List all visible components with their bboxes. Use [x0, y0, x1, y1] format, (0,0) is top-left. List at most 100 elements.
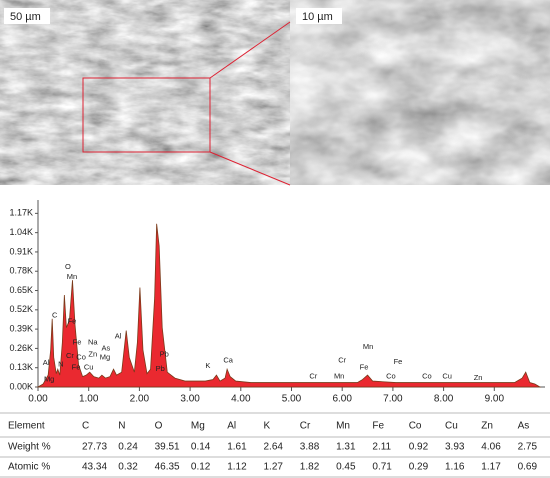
x-tick-label: 7.00: [383, 394, 403, 405]
x-tick-label: 6.00: [332, 394, 352, 405]
table-header: Fe: [372, 421, 384, 432]
peak-label: Fe: [360, 363, 369, 372]
y-tick-label: 0.91K: [9, 246, 33, 256]
peak-label: Pb: [156, 364, 165, 373]
x-tick-label: 4.00: [231, 394, 251, 405]
table-header: N: [118, 421, 125, 432]
table-cell: 46.35: [155, 462, 180, 473]
table-cell: 0.69: [518, 462, 538, 473]
x-tick-label: 3.00: [180, 394, 200, 405]
table-cell: 0.92: [409, 442, 429, 453]
peak-label: Cr: [338, 355, 346, 364]
table-cell: 0.14: [191, 442, 211, 453]
table-header: O: [155, 421, 163, 432]
table-cell: 0.71: [372, 462, 392, 473]
row-label: Weight %: [8, 442, 51, 453]
peak-label: Mn: [363, 342, 373, 351]
table-header: As: [518, 421, 530, 432]
table-cell: 3.88: [300, 442, 320, 453]
peak-label: Pb: [160, 349, 169, 358]
peak-label: Mn: [334, 372, 344, 381]
sem-image-low: [0, 0, 290, 185]
spectrum-chart: 0.00K 0.13K 0.26K 0.39K 0.52K 0.65K 0.78K 0.91K…: [9, 200, 545, 405]
table-cell: 2.64: [264, 442, 284, 453]
peak-label: Cu: [84, 363, 94, 372]
table-cell: 0.12: [191, 462, 211, 473]
table-header: Element: [8, 421, 45, 432]
sem-images: 50 µm 10 µm: [0, 0, 550, 186]
table-cell: 0.24: [118, 442, 138, 453]
y-tick-label: 0.39K: [9, 323, 33, 333]
table-cell: 0.45: [336, 462, 356, 473]
table-cell: 1.82: [300, 462, 320, 473]
x-tick-label: 1.00: [79, 394, 99, 405]
peak-label: As: [102, 343, 111, 352]
y-tick-label: 0.00K: [9, 381, 33, 391]
table-cell: 43.34: [82, 462, 107, 473]
y-tick-label: 0.78K: [9, 266, 33, 276]
peak-label: Cr: [66, 351, 74, 360]
zoom-box: [82, 77, 211, 153]
table-header: Mn: [336, 421, 350, 432]
y-tick-label: 0.26K: [9, 343, 33, 353]
peak-label: Zn: [474, 373, 483, 382]
peak-label: Co: [76, 352, 86, 361]
table-header: Co: [409, 421, 422, 432]
table-header: C: [82, 421, 89, 432]
scale-box: [4, 8, 50, 24]
peak-label: Al: [115, 332, 122, 341]
y-tick-label: 1.17K: [9, 208, 33, 218]
scale-box: [296, 8, 342, 24]
table-cell: 2.75: [518, 442, 538, 453]
table-header: Mg: [191, 421, 205, 432]
peak-label: Na: [88, 337, 98, 346]
table-header: Zn: [481, 421, 493, 432]
y-tick-label: 0.65K: [9, 285, 33, 295]
peak-label: Co: [422, 372, 432, 381]
y-tick-label: 0.13K: [9, 362, 33, 372]
table-cell: 2.11: [372, 442, 391, 453]
table-cell: 39.51: [155, 442, 180, 453]
sem-image-high: [290, 0, 550, 185]
x-tick-label: 2.00: [130, 394, 150, 405]
spectrum-area: [36, 223, 542, 388]
x-tick-label: 5.00: [282, 394, 302, 405]
peak-label: Al: [43, 358, 50, 367]
table-cell: 1.17: [481, 462, 501, 473]
peak-label: Fe: [72, 363, 81, 372]
y-tick-label: 0.52K: [9, 304, 33, 314]
peak-label: Cu: [442, 372, 452, 381]
table-cell: 1.61: [227, 442, 247, 453]
table-cell: 1.27: [264, 462, 284, 473]
table-header: Cu: [445, 421, 458, 432]
peak-label: Ca: [223, 355, 233, 364]
y-tick-label: 1.04K: [9, 227, 33, 237]
table-cell: 4.06: [481, 442, 501, 453]
table-cell: 27.73: [82, 442, 107, 453]
zoom-line: [209, 151, 291, 186]
scale-label: 10 µm: [302, 11, 333, 23]
zoom-line: [209, 21, 291, 79]
table-header: K: [264, 421, 271, 432]
peak-label: Fe: [68, 317, 77, 326]
peak-label: Fe: [394, 357, 403, 366]
table-cell: 1.31: [336, 442, 356, 453]
peak-label: Mn: [67, 272, 77, 281]
peak-label: Cr: [309, 372, 317, 381]
peak-label: Mg: [44, 375, 54, 384]
peak-label: Mg: [100, 352, 110, 361]
x-tick-label: 9.00: [485, 394, 505, 405]
table-cell: 1.16: [445, 462, 465, 473]
table-header: Cr: [300, 421, 311, 432]
peak-label: Co: [386, 372, 396, 381]
x-tick-label: 8.00: [434, 394, 454, 405]
peak-label: K: [205, 361, 210, 370]
table-cell: 1.12: [227, 462, 247, 473]
table-cell: 0.29: [409, 462, 429, 473]
peak-label: N: [58, 360, 63, 369]
peak-label: O: [65, 262, 71, 271]
peak-label: Zn: [88, 349, 97, 358]
composition-table: ElementCNOMgAlKCrMnFeCoCuZnAsPbWeight %2…: [0, 412, 550, 478]
row-label: Atomic %: [8, 462, 50, 473]
